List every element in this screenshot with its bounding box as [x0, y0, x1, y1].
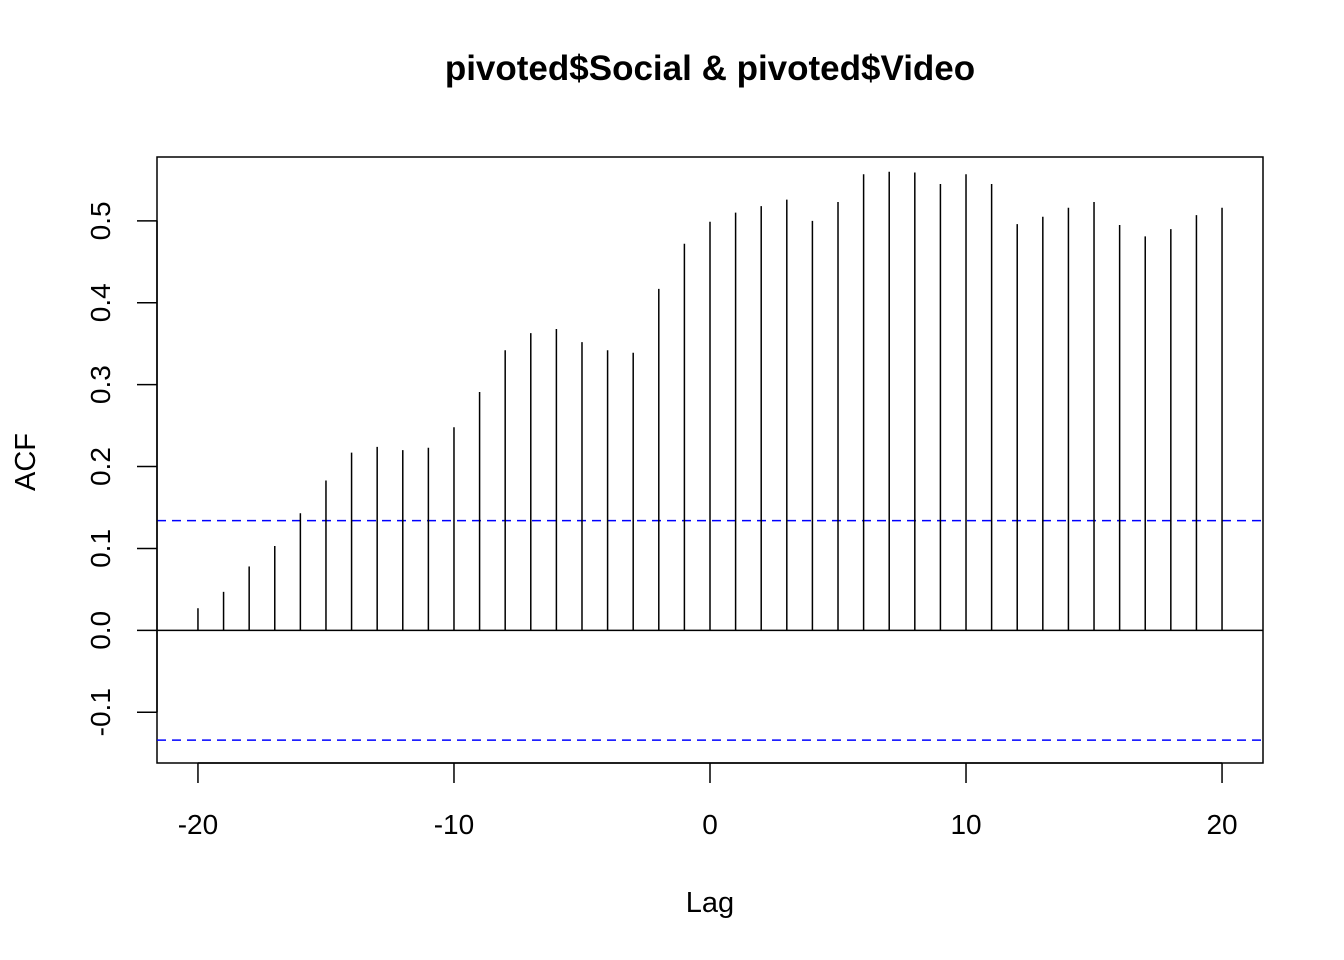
chart-title: pivoted$Social & pivoted$Video — [445, 49, 975, 88]
confidence-bounds — [157, 519, 1263, 741]
y-tick-label: 0.1 — [85, 529, 116, 568]
y-axis: -0.1 0.0 0.1 0.2 0.3 0.4 0.5 — [85, 201, 158, 736]
y-axis-label: ACF — [10, 433, 42, 491]
y-tick-label: 0.0 — [85, 611, 116, 650]
y-tick-label: 0.3 — [85, 365, 116, 404]
x-axis-label: Lag — [686, 887, 734, 919]
x-axis: -20 -10 0 10 20 — [178, 762, 1238, 840]
acf-bars — [197, 171, 1223, 631]
x-tick-label: -20 — [178, 809, 218, 840]
y-tick-label: -0.1 — [85, 688, 116, 736]
y-tick-label: 0.2 — [85, 447, 116, 486]
x-tick-label: -10 — [434, 809, 474, 840]
x-tick-label: 20 — [1206, 809, 1237, 840]
y-tick-label: 0.4 — [85, 283, 116, 322]
x-tick-label: 10 — [950, 809, 981, 840]
y-tick-label: 0.5 — [85, 201, 116, 240]
x-tick-label: 0 — [702, 809, 718, 840]
